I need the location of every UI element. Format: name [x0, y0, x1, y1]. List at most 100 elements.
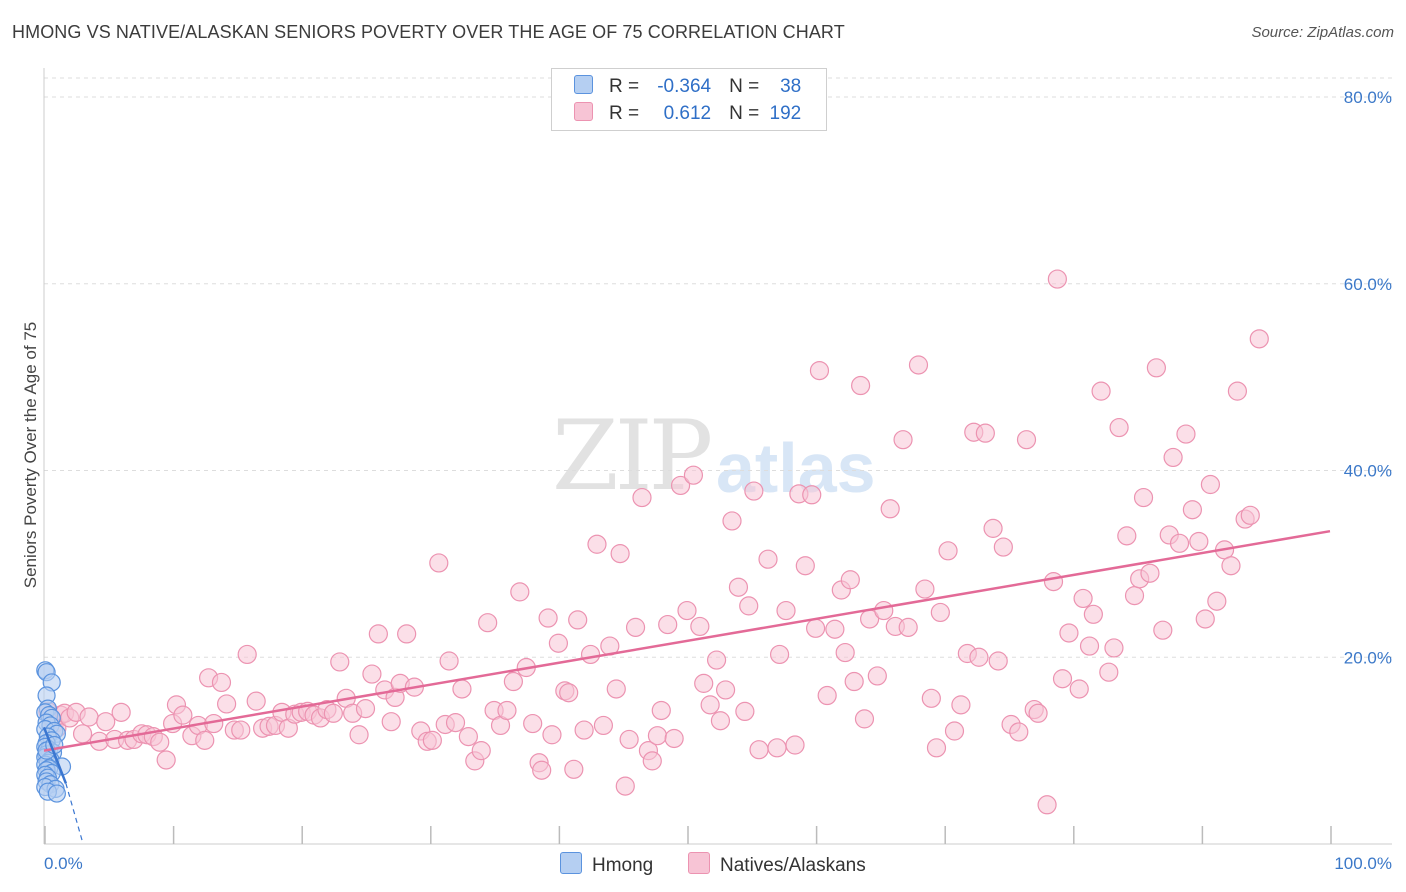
- natives-point: [231, 720, 251, 740]
- natives-point: [458, 727, 478, 747]
- natives-point: [930, 602, 950, 623]
- natives-point: [1099, 662, 1119, 682]
- natives-point: [632, 487, 652, 508]
- natives-point: [795, 556, 815, 576]
- natives-point: [969, 647, 989, 667]
- natives-point: [330, 652, 350, 672]
- natives-point: [1079, 636, 1100, 656]
- natives-point: [211, 672, 232, 693]
- natives-point: [452, 679, 472, 699]
- series-legend-hmong: Hmong: [560, 852, 653, 877]
- natives-point: [670, 475, 691, 496]
- natives-point: [874, 600, 894, 621]
- natives-point: [1052, 669, 1073, 689]
- natives-point: [744, 481, 764, 501]
- natives-n-value: 192: [769, 103, 802, 124]
- natives-point: [776, 600, 796, 621]
- natives-point: [710, 711, 731, 731]
- natives-point: [915, 579, 935, 599]
- natives-point: [817, 685, 837, 706]
- natives-swatch: [574, 102, 593, 121]
- natives-point: [538, 608, 558, 628]
- natives-point: [429, 553, 449, 573]
- natives-point: [647, 726, 668, 746]
- natives-point: [700, 695, 720, 715]
- natives-point: [1146, 358, 1166, 378]
- natives-point: [642, 751, 662, 771]
- natives-point: [1200, 474, 1221, 495]
- hmong-trend-extension: [65, 783, 84, 843]
- natives-point: [606, 679, 626, 699]
- natives-point: [439, 651, 459, 671]
- natives-point: [1140, 563, 1160, 583]
- natives-point: [988, 651, 1008, 671]
- natives-point: [749, 740, 769, 760]
- natives-point: [548, 633, 569, 653]
- natives-point: [1169, 533, 1190, 553]
- natives-points: [38, 269, 1269, 815]
- natives-point: [867, 666, 887, 686]
- natives-point: [1124, 586, 1145, 606]
- natives-point: [503, 671, 523, 692]
- natives-point: [349, 725, 369, 745]
- natives-point: [1195, 609, 1215, 629]
- correlation-legend: R = -0.364 N = 38 R = 0.612 N = 192: [551, 68, 827, 131]
- watermark-zip: ZIP: [552, 400, 713, 512]
- natives-point: [381, 712, 401, 732]
- natives-point: [715, 680, 736, 700]
- natives-point: [694, 673, 714, 693]
- natives-point: [568, 610, 588, 630]
- natives-point: [944, 721, 965, 741]
- natives-point: [1227, 381, 1248, 401]
- natives-point: [625, 617, 646, 637]
- hmong-legend-label: Hmong: [592, 855, 654, 876]
- natives-point: [1028, 703, 1048, 723]
- natives-point: [758, 549, 778, 569]
- natives-point: [739, 596, 759, 616]
- natives-point: [921, 688, 941, 708]
- natives-point: [658, 614, 678, 635]
- natives-point: [362, 664, 382, 684]
- hmong-point: [47, 784, 66, 803]
- natives-point: [835, 642, 855, 663]
- natives-point: [1104, 638, 1124, 658]
- natives-point: [722, 511, 742, 531]
- natives-point: [728, 577, 749, 597]
- natives-point: [802, 485, 822, 505]
- natives-legend-swatch: [688, 852, 710, 874]
- natives-point: [805, 618, 826, 638]
- natives-point: [217, 694, 237, 714]
- natives-point: [79, 707, 99, 727]
- hmong-points: [36, 661, 72, 803]
- natives-point: [1221, 556, 1241, 576]
- natives-point: [683, 465, 704, 485]
- natives-point: [677, 600, 697, 621]
- trend-lines: [42, 529, 1331, 843]
- natives-r-value: 0.612: [663, 103, 712, 124]
- natives-point: [1176, 424, 1196, 444]
- natives-point: [1182, 500, 1202, 520]
- natives-point: [1083, 604, 1103, 624]
- natives-point: [574, 720, 594, 740]
- natives-point: [610, 544, 630, 564]
- natives-point: [975, 423, 995, 443]
- natives-point: [1047, 269, 1067, 289]
- natives-point: [880, 499, 900, 519]
- natives-point: [664, 728, 684, 749]
- legend-row-natives: R = 0.612 N = 192: [574, 102, 801, 128]
- natives-point: [580, 644, 601, 665]
- x-tick-label-min: 0.0%: [44, 854, 83, 873]
- natives-point: [785, 735, 805, 755]
- natives-point: [422, 730, 442, 750]
- natives-point: [1117, 526, 1137, 546]
- natives-point: [809, 360, 830, 381]
- natives-point: [619, 729, 639, 750]
- natives-point: [840, 570, 860, 590]
- natives-point: [983, 518, 1003, 538]
- natives-point: [938, 541, 958, 561]
- axis-labels: 20.0% 40.0% 60.0% 80.0% 0.0% 100.0% Seniors Po…: [21, 88, 1392, 873]
- y-tick-label: 20.0%: [1344, 648, 1392, 667]
- natives-point: [471, 741, 491, 761]
- natives-point: [825, 619, 845, 639]
- natives-point: [559, 683, 579, 703]
